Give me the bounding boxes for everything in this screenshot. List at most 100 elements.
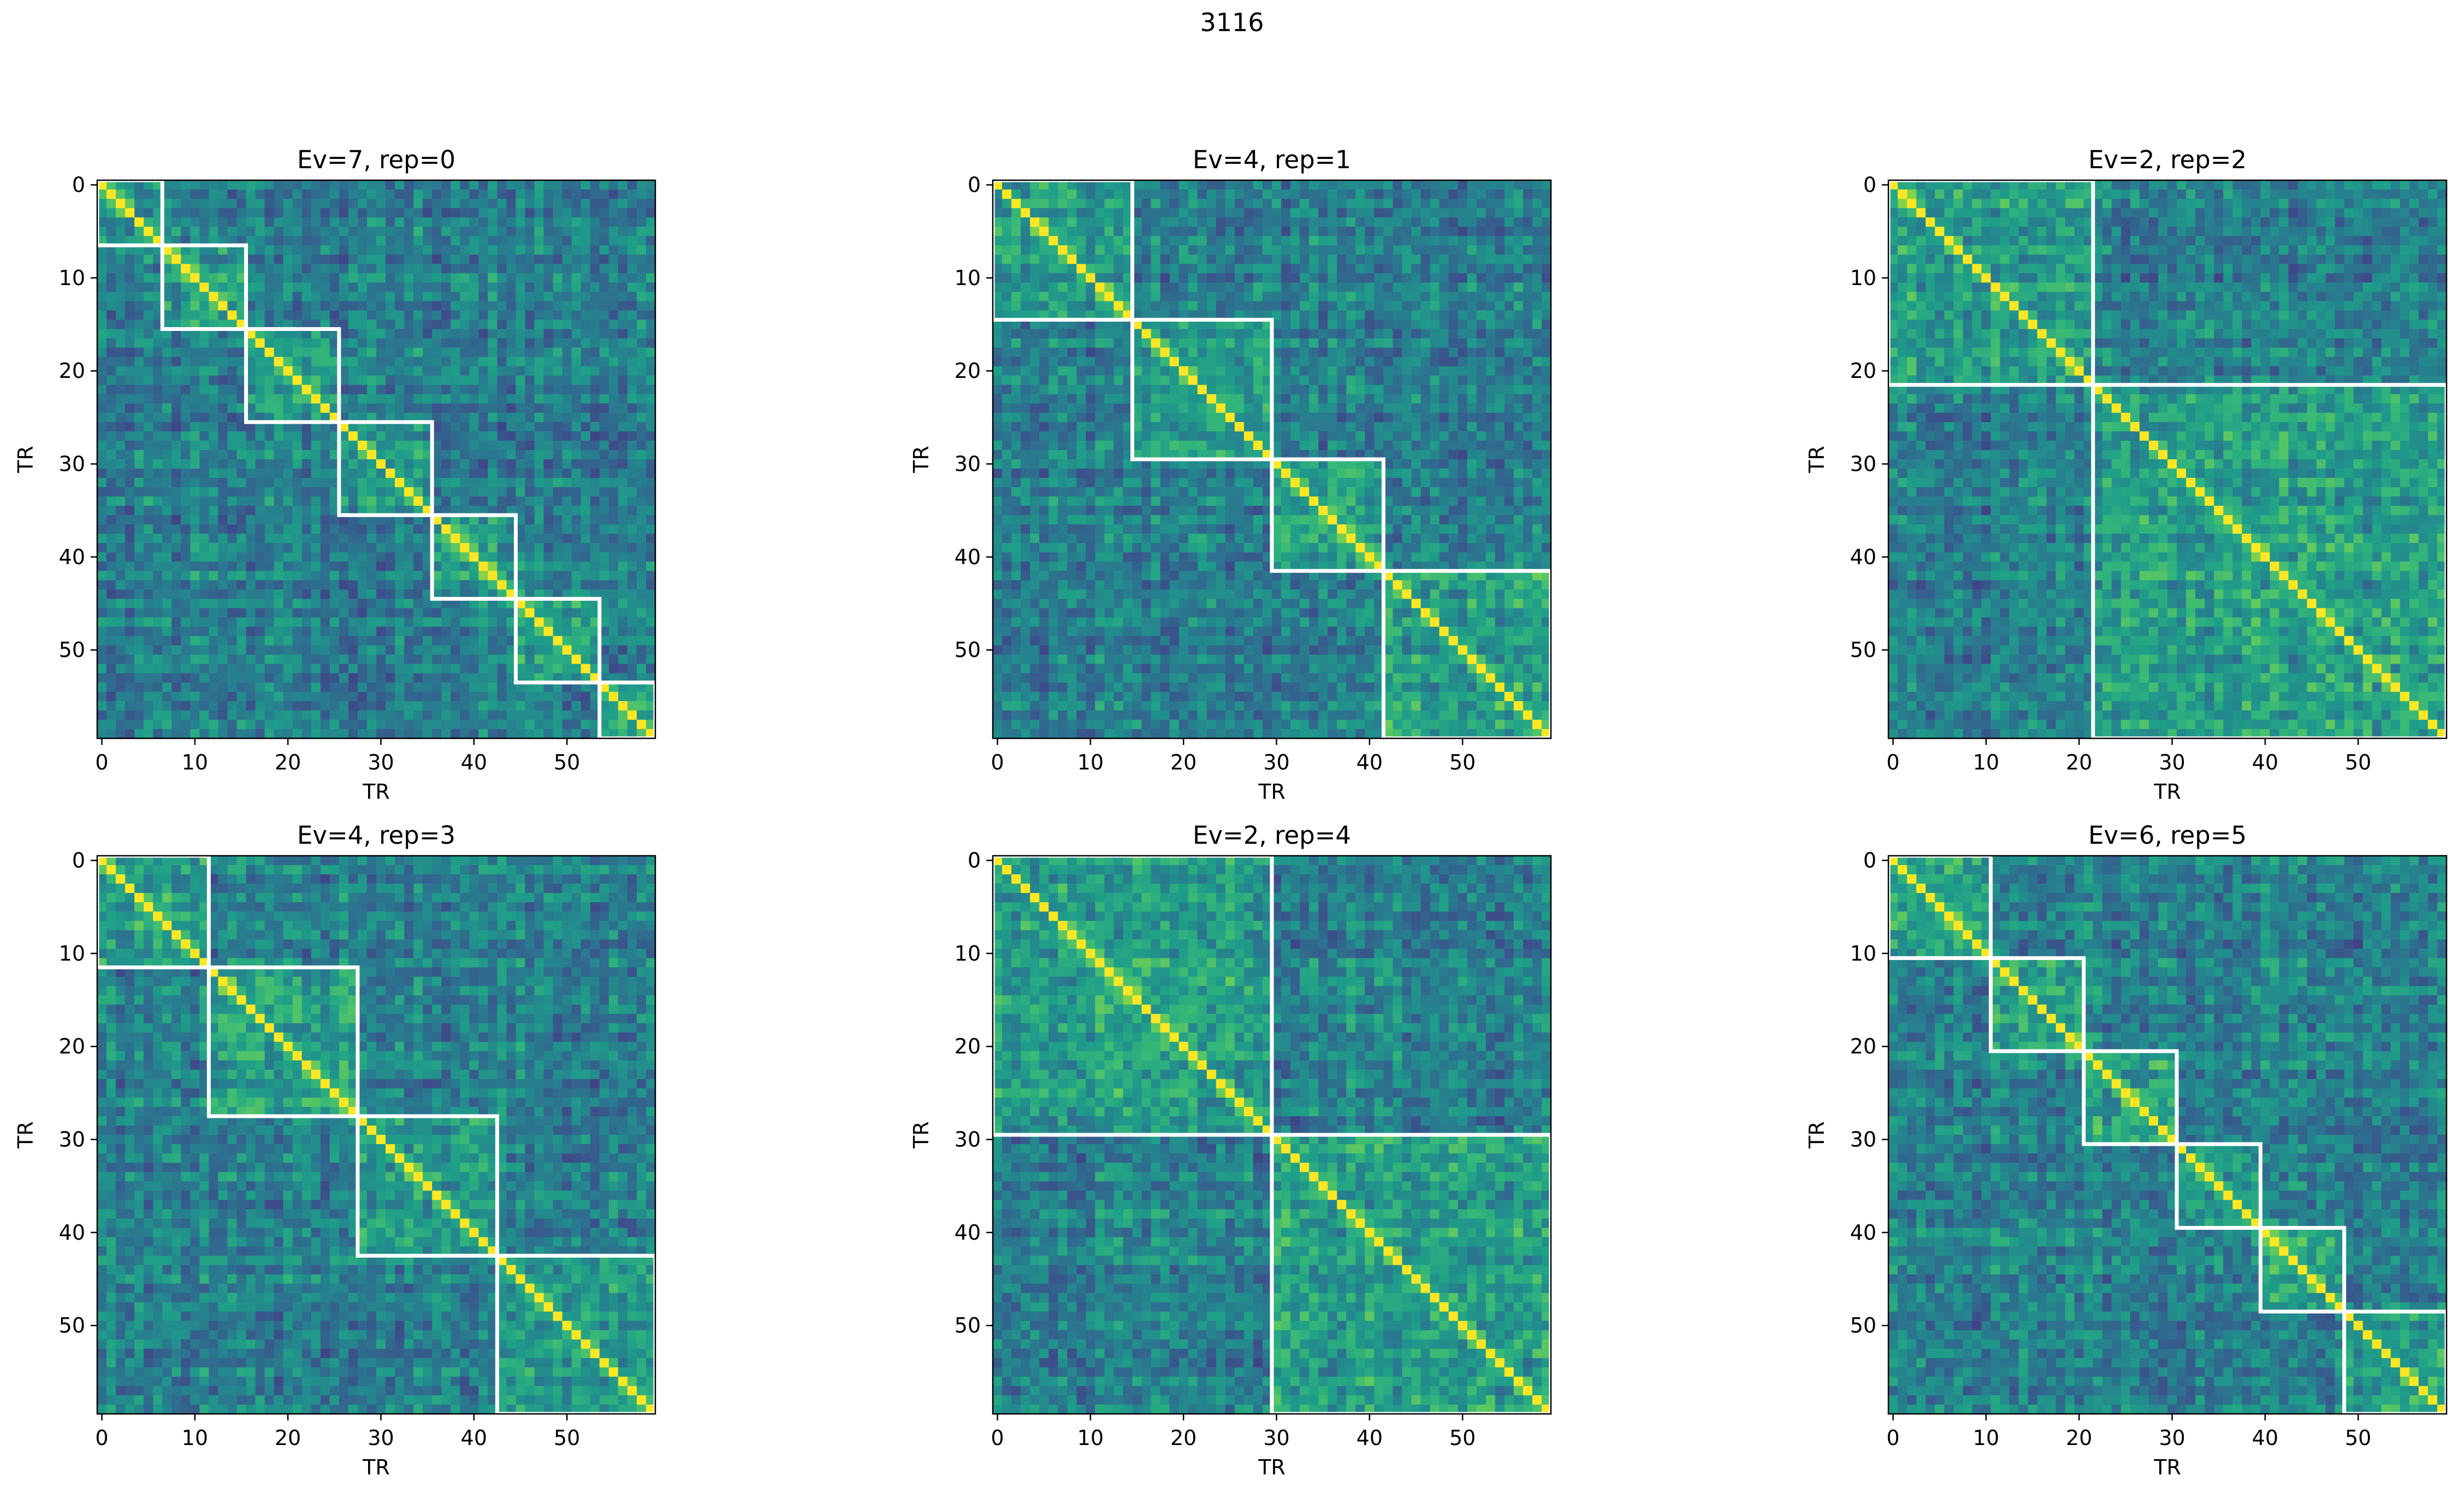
heatmap-cell	[199, 273, 209, 283]
heatmap-cell	[246, 655, 256, 665]
heatmap-cell	[1086, 199, 1095, 209]
heatmap-cell	[1253, 273, 1263, 283]
heatmap-cell	[209, 589, 218, 599]
heatmap-cell	[451, 534, 460, 543]
heatmap-cell	[609, 366, 619, 376]
heatmap-cell	[321, 282, 330, 292]
heatmap-cell	[451, 618, 460, 627]
heatmap-cell	[1142, 190, 1152, 199]
heatmap-cell	[144, 422, 153, 432]
heatmap-cell	[1467, 190, 1477, 199]
heatmap-cell	[404, 310, 414, 320]
heatmap-cell	[525, 339, 535, 348]
heatmap-cell	[376, 376, 386, 386]
heatmap-cell	[1021, 292, 1030, 301]
heatmap-cell	[1467, 329, 1477, 339]
heatmap-cell	[581, 655, 591, 665]
heatmap-cell	[190, 720, 200, 730]
heatmap-cell	[339, 208, 349, 218]
heatmap-cell	[209, 394, 218, 404]
heatmap-cell	[1253, 357, 1263, 367]
heatmap-cell	[516, 469, 526, 478]
heatmap-cell	[181, 208, 191, 218]
heatmap-cell	[1383, 329, 1393, 339]
heatmap-cell	[544, 701, 554, 711]
heatmap-cell	[1486, 282, 1496, 292]
heatmap-cell	[460, 245, 470, 255]
heatmap-cell	[572, 441, 582, 451]
heatmap-cell	[1188, 217, 1198, 227]
heatmap-cell	[488, 385, 497, 395]
heatmap-cell	[469, 580, 479, 590]
heatmap-cell	[618, 524, 628, 534]
heatmap-cell	[1467, 320, 1477, 330]
heatmap-cell	[1532, 310, 1542, 320]
heatmap-cell	[376, 320, 386, 330]
heatmap-cell	[293, 339, 303, 348]
heatmap-cell	[1290, 236, 1300, 246]
heatmap-cell	[478, 348, 488, 358]
heatmap-cell	[535, 227, 544, 236]
heatmap-cell	[246, 431, 256, 441]
heatmap-cell	[1067, 208, 1077, 218]
heatmap-cell	[395, 729, 405, 739]
heatmap-cell	[413, 301, 423, 311]
heatmap-cell	[116, 524, 126, 534]
heatmap-cell	[404, 534, 414, 543]
heatmap-cell	[618, 701, 628, 711]
heatmap-cell	[1011, 376, 1021, 386]
heatmap-cell	[1030, 339, 1040, 348]
heatmap-cell	[441, 487, 451, 497]
heatmap-cell	[516, 329, 526, 339]
heatmap-cell	[469, 320, 479, 330]
heatmap-cell	[283, 655, 293, 665]
heatmap-cell	[1514, 310, 1524, 320]
heatmap-cell	[1281, 376, 1291, 386]
heatmap-cell	[1374, 348, 1384, 358]
heatmap-cell	[311, 636, 321, 646]
heatmap-cell	[562, 376, 572, 386]
heatmap-cell	[339, 618, 349, 627]
heatmap-cell	[386, 673, 395, 683]
heatmap-cell	[1440, 273, 1449, 283]
heatmap-cell	[171, 580, 181, 590]
heatmap-cell	[1198, 254, 1207, 264]
heatmap-cell	[516, 450, 526, 460]
heatmap-cell	[1300, 320, 1310, 330]
heatmap-cell	[293, 180, 303, 190]
heatmap-cell	[1374, 385, 1384, 395]
heatmap-cell	[330, 608, 340, 618]
heatmap-cell	[181, 608, 191, 618]
heatmap-cell	[618, 710, 628, 720]
heatmap-cell	[125, 413, 135, 423]
heatmap-cell	[274, 720, 284, 730]
heatmap-cell	[525, 710, 535, 720]
heatmap-cell	[404, 729, 414, 739]
heatmap-cell	[311, 534, 321, 543]
heatmap-cell	[1216, 348, 1226, 358]
heatmap-cell	[525, 552, 535, 562]
heatmap-cell	[1346, 208, 1356, 218]
heatmap-cell	[265, 580, 275, 590]
heatmap-cell	[1365, 282, 1375, 292]
heatmap-cell	[395, 618, 405, 627]
heatmap-cell	[395, 431, 405, 441]
heatmap-cell	[423, 627, 433, 637]
heatmap-cell	[293, 646, 303, 655]
heatmap-cell	[162, 348, 172, 358]
heatmap-cell	[451, 571, 460, 581]
heatmap-cell	[311, 273, 321, 283]
heatmap-cell	[116, 441, 126, 451]
heatmap-cell	[413, 720, 423, 730]
heatmap-cell	[1170, 245, 1180, 255]
heatmap-cell	[1505, 190, 1514, 199]
heatmap-cell	[265, 506, 275, 516]
heatmap-cell	[618, 254, 628, 264]
heatmap-cell	[1328, 208, 1337, 218]
heatmap-cell	[1253, 199, 1263, 209]
heatmap-cell	[190, 264, 200, 274]
heatmap-cell	[506, 478, 516, 488]
heatmap-cell	[1263, 254, 1272, 264]
heatmap-cell	[618, 329, 628, 339]
heatmap-cell	[1467, 366, 1477, 376]
